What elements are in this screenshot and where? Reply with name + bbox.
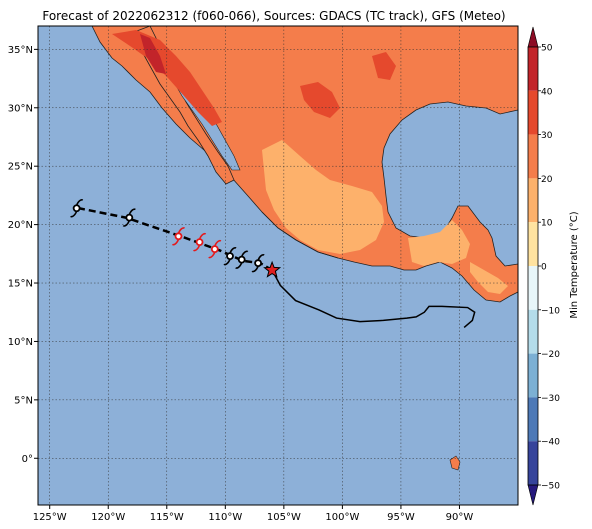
colorbar-tick-label: 30 <box>541 131 553 141</box>
hurricane-symbol <box>70 199 84 218</box>
y-tick-label: 15°N <box>8 279 33 290</box>
colorbar-segment <box>528 397 538 442</box>
colorbar-tick-label: −30 <box>541 394 560 404</box>
hurricane-symbol-eye <box>195 238 204 247</box>
y-tick-label: 5°N <box>14 395 33 406</box>
x-tick-label: 95°W <box>387 512 415 523</box>
texas-hot <box>372 52 396 80</box>
hurricane-symbol-eye <box>125 213 134 222</box>
hurricane-symbol-arm <box>214 240 222 247</box>
colorbar-extend-bottom <box>527 484 539 506</box>
x-tick-label: 115°W <box>150 512 184 523</box>
baja-hot <box>140 34 166 74</box>
y-tick-label: 0° <box>22 454 33 465</box>
hurricane-symbol-arm <box>229 247 237 254</box>
colorbar-tick-label: 0 <box>541 263 547 273</box>
hurricane-symbol <box>223 247 237 266</box>
map-frame <box>37 25 519 506</box>
x-tick-label: 100°W <box>325 512 359 523</box>
hurricane-symbol-arm <box>122 220 131 227</box>
colorbar-tick-label: 20 <box>541 175 553 185</box>
x-tick-label: 120°W <box>91 512 125 523</box>
storm-center-star <box>263 260 282 278</box>
hurricane-symbol-arm <box>75 199 84 206</box>
y-tick-label: 35°N <box>8 45 33 56</box>
colorbar-tick-label: −40 <box>541 438 560 448</box>
x-axis-ticks: 125°W 120°W 115°W 110°W 105°W 100°W 95°W 90°W <box>33 505 474 523</box>
hurricane-symbol-eye <box>72 204 81 213</box>
colorbar-tick-label: 10 <box>541 219 553 229</box>
hurricane-symbol-eye <box>254 259 262 268</box>
x-tick-label: 90°W <box>446 512 474 523</box>
hurricane-symbol-arm <box>177 227 186 234</box>
coastline-pacific <box>261 211 339 259</box>
colorbar-tick-label: −20 <box>541 350 560 360</box>
x-tick-label: 110°W <box>208 512 242 523</box>
colorbar-segment <box>528 309 538 354</box>
colorbar-segment <box>528 266 538 310</box>
sonora-hot <box>112 30 222 126</box>
x-tick-label: 125°W <box>33 512 67 523</box>
colorbar-tick-label: −10 <box>541 306 560 316</box>
colorbar-label: Min Temperature (°C) <box>569 211 580 318</box>
hurricane-symbol-eye <box>210 245 219 254</box>
colorbar-segment <box>528 222 538 266</box>
gridlines <box>38 26 518 505</box>
hurricane-symbol-arm <box>171 238 180 246</box>
y-tick-label: 10°N <box>8 337 33 348</box>
hurricane-symbol-arm <box>208 251 216 259</box>
colorbar-tick-label: −50 <box>541 482 560 492</box>
colorbar-segment <box>528 178 538 223</box>
y-tick-label: 25°N <box>8 162 33 173</box>
northeast-hot <box>300 82 340 118</box>
hurricane-symbol-arm <box>192 244 201 252</box>
hurricane-symbol-eye <box>226 252 234 261</box>
colorbar-segment <box>528 90 538 135</box>
colorbar-segment <box>528 134 538 179</box>
hurricane-symbol-arm <box>251 265 259 273</box>
y-axis-ticks: 35°N 30°N 25°N 20°N 15°N 10°N 5°N 0° <box>8 45 38 465</box>
southern-highlands-cool <box>408 220 470 266</box>
hurricane-symbol <box>171 227 186 246</box>
hurricane-symbol-arm <box>257 254 265 261</box>
land-temperature-fill <box>91 26 518 303</box>
colorbar-extend-top <box>527 26 539 48</box>
storm-track <box>70 199 476 328</box>
colorbar-segment <box>528 47 538 91</box>
hurricane-symbol-arm <box>70 210 78 218</box>
hurricane-symbol <box>192 232 207 252</box>
hurricane-symbol-arm <box>235 262 243 269</box>
x-tick-label: 105°W <box>267 512 301 523</box>
colorbar-tick-label: 50 <box>541 44 553 54</box>
hurricane-symbol <box>122 208 136 227</box>
hurricane-symbol-eye <box>174 232 183 241</box>
colorbar-segment <box>528 353 538 398</box>
central-plateau-cool <box>262 140 384 254</box>
colorbar-segment <box>528 441 538 485</box>
y-tick-label: 20°N <box>8 220 33 231</box>
colorbar-tick-label: 40 <box>541 87 553 97</box>
hurricane-symbol-arm <box>223 258 231 266</box>
hurricane-symbol <box>251 254 265 273</box>
y-tick-label: 30°N <box>8 103 33 114</box>
cuba-island <box>449 455 461 471</box>
hurricane-symbol <box>235 250 249 269</box>
central-america-cool <box>470 262 508 294</box>
hurricane-symbol-arm <box>198 232 207 240</box>
map-title: Forecast of 2022062312 (f060-066), Sourc… <box>42 9 506 23</box>
hurricane-symbol-arm <box>128 208 136 215</box>
hurricane-symbol-eye <box>237 255 246 264</box>
hurricane-symbol <box>208 240 222 259</box>
hurricane-symbol-arm <box>240 250 249 257</box>
past-track-line <box>271 269 476 328</box>
colorbar: 50 40 30 20 10 0 −10 −20 −30 −40 −50 <box>527 26 560 506</box>
